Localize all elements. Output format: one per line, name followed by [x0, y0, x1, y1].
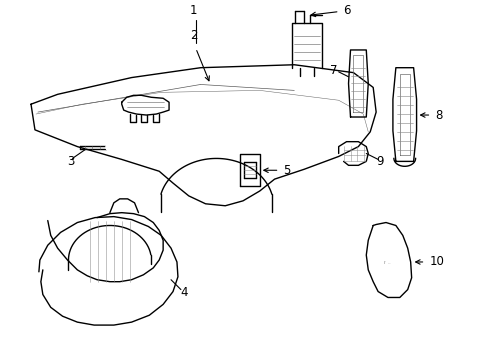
Text: r c: r c — [384, 260, 391, 265]
Text: 7: 7 — [329, 64, 337, 77]
Text: 2: 2 — [189, 29, 197, 42]
Text: 5: 5 — [283, 164, 290, 177]
Text: 6: 6 — [343, 4, 350, 17]
Text: 8: 8 — [434, 109, 442, 122]
Text: 1: 1 — [189, 4, 197, 17]
Text: 4: 4 — [180, 286, 187, 299]
Text: 9: 9 — [376, 155, 383, 168]
Text: 10: 10 — [428, 256, 444, 269]
Circle shape — [106, 143, 114, 151]
Text: 3: 3 — [67, 155, 74, 168]
Circle shape — [384, 253, 394, 263]
